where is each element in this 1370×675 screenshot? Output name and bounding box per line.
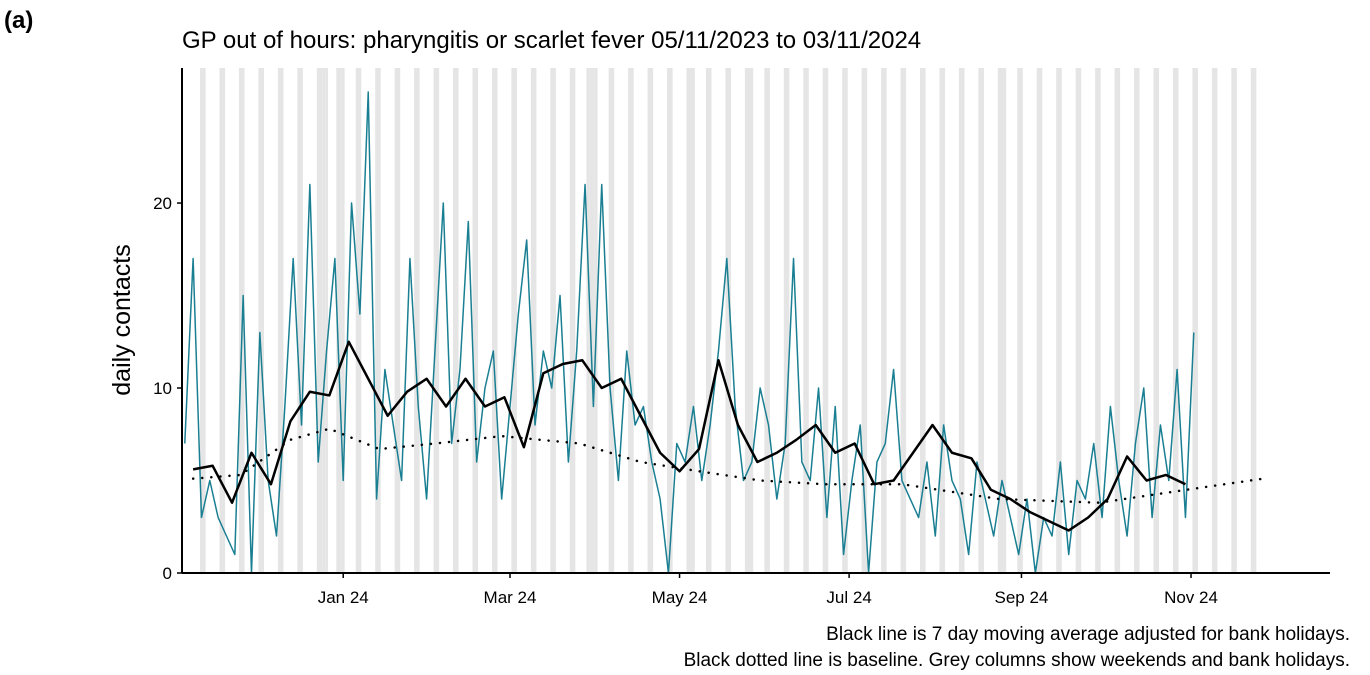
weekend-column — [705, 68, 712, 573]
weekend-column — [472, 68, 479, 573]
series-line — [191, 427, 1265, 504]
weekend-column — [1075, 68, 1082, 573]
weekend-column — [1153, 68, 1160, 573]
weekend-column — [881, 68, 887, 573]
weekend-column — [1056, 68, 1062, 573]
weekend-column — [764, 68, 770, 573]
caption: Black dotted line is baseline. Grey colu… — [684, 650, 1350, 671]
weekend-column — [1114, 68, 1121, 573]
x-tick-label: May 24 — [652, 588, 708, 607]
y-tick-label: 10 — [153, 379, 172, 398]
weekend-column — [297, 68, 303, 573]
weekend-column — [258, 68, 264, 573]
x-tick-label: Jan 24 — [318, 588, 369, 607]
bank-holiday-column — [341, 68, 345, 573]
weekend-column — [939, 68, 946, 573]
weekend-column — [1192, 68, 1198, 573]
weekend-column — [1250, 68, 1257, 573]
weekend-column — [550, 68, 556, 573]
weekend-column — [1172, 68, 1179, 573]
series-line — [192, 340, 1186, 532]
bank-holiday-column — [325, 68, 328, 573]
bank-holiday-column — [322, 68, 326, 573]
weekend-column — [511, 68, 517, 573]
weekend-column — [200, 68, 206, 573]
y-tick-label: 0 — [163, 564, 172, 583]
bank-holiday-column — [1003, 68, 1007, 573]
weekend-column — [900, 68, 907, 573]
weekend-column — [822, 68, 829, 573]
weekend-column — [394, 68, 401, 573]
weekend-column — [491, 68, 498, 573]
weekend-column — [316, 68, 323, 573]
bank-holiday-column — [692, 68, 695, 573]
weekend-column — [414, 68, 420, 573]
x-tick-label: Nov 24 — [1164, 588, 1218, 607]
weekend-column — [958, 68, 965, 573]
x-tick-label: Jul 24 — [826, 588, 871, 607]
weekend-column — [920, 68, 926, 573]
weekend-column — [861, 68, 868, 573]
weekend-column — [842, 68, 848, 573]
weekend-column — [725, 68, 731, 573]
weekend-column — [783, 68, 790, 573]
x-tick-label: Sep 24 — [995, 588, 1049, 607]
weekend-column — [219, 68, 226, 573]
weekend-column — [647, 68, 654, 573]
chart-title: GP out of hours: pharyngitis or scarlet … — [182, 27, 921, 54]
weekend-column — [1231, 68, 1237, 573]
weekend-column — [1211, 68, 1218, 573]
weekend-column — [686, 68, 693, 573]
weekend-column — [608, 68, 615, 573]
y-axis-label: daily contacts — [108, 244, 136, 395]
weekend-column — [569, 68, 576, 573]
weekend-column — [453, 68, 459, 573]
x-tick-label: Mar 24 — [484, 588, 537, 607]
weekend-column — [375, 68, 381, 573]
weekend-column — [1095, 68, 1101, 573]
caption: Black line is 7 day moving average adjus… — [826, 624, 1350, 645]
bank-holiday-column — [586, 68, 590, 573]
weekend-column — [1017, 68, 1023, 573]
weekend-column — [803, 68, 809, 573]
weekend-column — [978, 68, 984, 573]
weekend-column — [667, 68, 673, 573]
weekend-column — [589, 68, 595, 573]
y-tick-label: 20 — [153, 194, 172, 213]
weekend-column — [997, 68, 1004, 573]
weekend-column — [1134, 68, 1140, 573]
weekend-column — [1036, 68, 1043, 573]
weekend-column — [277, 68, 284, 573]
weekend-column — [628, 68, 634, 573]
weekend-column — [530, 68, 537, 573]
panel-label: (a) — [4, 7, 33, 34]
bank-holiday-column — [750, 68, 754, 573]
weekend-column — [744, 68, 751, 573]
weekend-column — [336, 68, 342, 573]
weekend-column — [355, 68, 362, 573]
